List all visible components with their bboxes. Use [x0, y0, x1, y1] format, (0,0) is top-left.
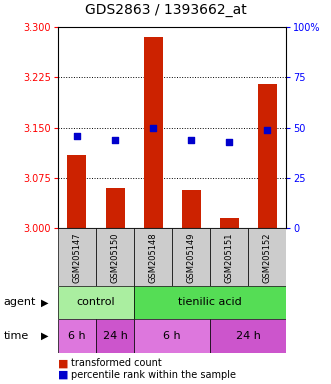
Text: ▶: ▶	[41, 297, 48, 308]
Text: time: time	[3, 331, 28, 341]
Text: ■: ■	[58, 370, 69, 380]
Text: GSM205147: GSM205147	[72, 232, 81, 283]
Text: transformed count: transformed count	[71, 358, 162, 368]
Bar	[134, 319, 210, 353]
Text: GSM205148: GSM205148	[149, 232, 158, 283]
Text: tienilic acid: tienilic acid	[178, 297, 242, 308]
Text: GSM205151: GSM205151	[225, 232, 234, 283]
Bar	[68, 155, 86, 228]
Text: GSM205149: GSM205149	[187, 232, 196, 283]
Bar	[144, 37, 163, 228]
Text: agent: agent	[3, 297, 36, 308]
Text: GSM205150: GSM205150	[111, 232, 119, 283]
Bar	[96, 228, 134, 286]
Text: ▶: ▶	[41, 331, 48, 341]
Text: 6 h: 6 h	[68, 331, 86, 341]
Point	[226, 139, 232, 145]
Text: 24 h: 24 h	[236, 331, 261, 341]
Point	[188, 137, 194, 143]
Bar	[58, 228, 96, 286]
Text: GDS2863 / 1393662_at: GDS2863 / 1393662_at	[85, 3, 246, 17]
Bar	[134, 286, 286, 319]
Text: GSM205152: GSM205152	[263, 232, 272, 283]
Text: ■: ■	[58, 358, 69, 368]
Bar	[58, 286, 134, 319]
Bar	[106, 188, 124, 228]
Bar	[248, 228, 286, 286]
Point	[264, 127, 270, 133]
Bar	[96, 319, 134, 353]
Bar	[182, 190, 201, 228]
Text: 6 h: 6 h	[163, 331, 181, 341]
Bar	[58, 319, 96, 353]
Point	[150, 124, 156, 131]
Bar	[210, 319, 286, 353]
Text: control: control	[77, 297, 115, 308]
Bar	[172, 228, 210, 286]
Text: 24 h: 24 h	[103, 331, 127, 341]
Text: percentile rank within the sample: percentile rank within the sample	[71, 370, 236, 380]
Bar	[220, 218, 239, 228]
Point	[74, 133, 79, 139]
Point	[112, 137, 118, 143]
Bar	[134, 228, 172, 286]
Bar	[210, 228, 248, 286]
Bar	[258, 84, 277, 228]
